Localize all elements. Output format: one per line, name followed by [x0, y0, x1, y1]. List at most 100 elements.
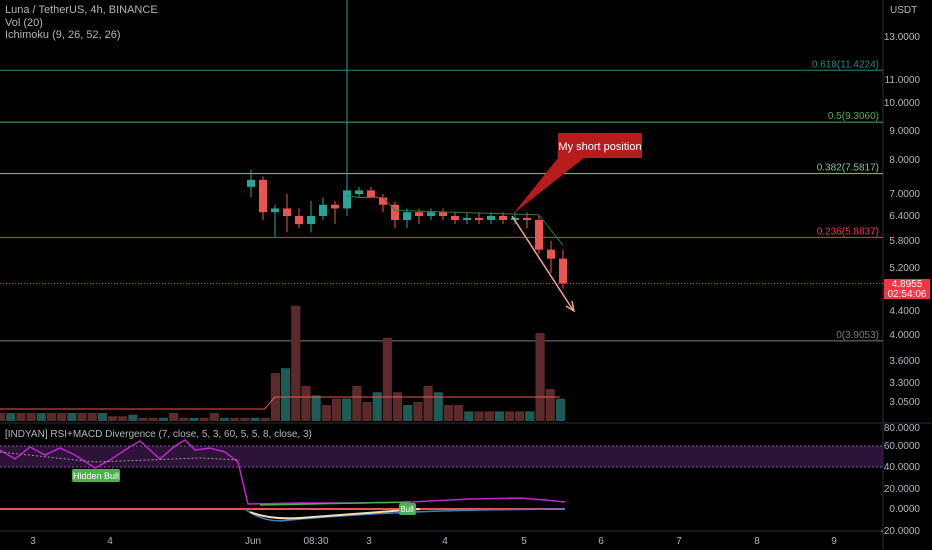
volume-bar — [464, 411, 474, 421]
volume-bar — [77, 413, 87, 421]
time-tick-label: 5 — [521, 536, 527, 547]
candle-body — [499, 216, 507, 220]
volume-bar — [158, 417, 169, 421]
candle-body — [487, 216, 495, 220]
volume-ma-line — [0, 396, 560, 410]
volume-bar — [403, 405, 413, 421]
volume-bar — [16, 413, 26, 421]
volume-bar — [67, 413, 77, 421]
ichimoku-indicator-label[interactable]: Ichimoku (9, 26, 52, 26) — [5, 29, 121, 41]
volume-bar — [36, 413, 46, 421]
volume-indicator-label[interactable]: Vol (20) — [5, 17, 43, 29]
price-tick-label: 13.0000 — [884, 32, 921, 43]
hidden-bull-label: Hidden Bull — [73, 471, 119, 481]
candle-body — [379, 197, 387, 205]
time-tick-label: 6 — [598, 536, 604, 547]
candle-body — [367, 190, 375, 198]
volume-bar — [281, 368, 291, 421]
volume-bar — [118, 416, 128, 421]
indicator-tick-label: 0.0000 — [889, 504, 920, 515]
volume-bar — [454, 405, 464, 421]
indicator-tick-label: 80.0000 — [884, 423, 921, 434]
time-tick-label: 9 — [831, 536, 837, 547]
candle-body — [475, 217, 483, 220]
volume-bar — [199, 417, 209, 421]
time-tick-label: Jun — [245, 536, 261, 547]
volume-bar — [352, 385, 362, 421]
indicator-tick-label: 60.0000 — [884, 441, 921, 452]
volume-bar — [128, 414, 138, 421]
volume-bar — [240, 417, 250, 421]
rsi-macd-indicator-title[interactable]: [INDYAN] RSI+MACD Divergence (7, close, … — [5, 429, 312, 440]
volume-bar — [250, 417, 260, 421]
volume-bar — [484, 411, 494, 421]
price-tick-label: 11.0000 — [885, 75, 921, 86]
volume-bar — [0, 413, 6, 421]
volume-bar — [219, 417, 230, 421]
fib-level-label: 0.618(11.4224) — [812, 59, 879, 70]
volume-bar — [331, 398, 342, 421]
bull-divergence-line — [259, 501, 411, 506]
volume-bar — [433, 392, 443, 421]
price-unit: USDT — [890, 5, 918, 16]
volume-bar — [342, 398, 352, 421]
volume-bar — [209, 413, 219, 421]
volume-bar — [321, 405, 331, 421]
volume-bar — [6, 413, 16, 421]
candle-body — [451, 216, 459, 220]
candle-body — [355, 190, 363, 194]
volume-bar — [515, 411, 525, 421]
price-tick-label: 5.8000 — [889, 236, 920, 247]
candle-body — [391, 204, 399, 220]
volume-bar — [413, 401, 423, 421]
candle-body — [559, 258, 567, 284]
volume-bar — [87, 413, 97, 421]
candle-body — [343, 190, 351, 209]
volume-bar — [494, 411, 504, 421]
price-tick-label: 10.0000 — [884, 98, 921, 109]
price-tick-label: 4.4000 — [889, 306, 920, 317]
hidden-bull-label-box — [72, 469, 120, 482]
candle-countdown: 02:54:06 — [887, 289, 927, 300]
trend-arrow-head — [565, 300, 576, 313]
candle-body — [307, 216, 315, 225]
volume-bar — [260, 417, 270, 421]
symbol-title[interactable]: Luna / TetherUS, 4h, BINANCE — [5, 4, 158, 16]
bull-label: Bull — [400, 505, 414, 514]
candle-body — [427, 212, 435, 216]
price-tick-label: 3.6000 — [889, 356, 920, 367]
candle-body — [403, 212, 411, 220]
volume-bar — [555, 398, 565, 421]
indicator-tick-label: 20.0000 — [884, 484, 921, 495]
fib-level-label: 0.382(7.5817) — [817, 163, 879, 174]
volume-bar — [169, 413, 179, 421]
volume-bar — [392, 392, 403, 421]
price-tick-label: 4.0000 — [889, 330, 920, 341]
fib-level-label: 0(3.9053) — [836, 330, 879, 341]
time-tick-label: 4 — [442, 536, 448, 547]
callout-box — [558, 133, 642, 158]
candle-body — [547, 249, 555, 259]
fib-level-label: 0.236(5.8837) — [817, 226, 879, 237]
price-tick-label: 3.0500 — [889, 397, 920, 408]
volume-bar — [545, 389, 555, 421]
volume-bar — [46, 413, 57, 421]
candle-body — [463, 217, 471, 220]
macd-line — [244, 508, 566, 522]
volume-bar — [291, 305, 301, 421]
volume-bar — [311, 395, 321, 421]
volume-bar — [525, 411, 535, 421]
candle-body — [259, 179, 267, 213]
candle-body — [511, 217, 519, 220]
time-tick-label: 4 — [107, 536, 113, 547]
candle-body — [415, 212, 423, 216]
time-tick-label: 08:30 — [303, 536, 328, 547]
price-tick-label: 6.4000 — [889, 211, 920, 222]
candle-body — [247, 179, 255, 187]
price-tick-label: 5.2000 — [889, 263, 920, 274]
volume-bar — [148, 417, 158, 421]
price-tick-label: 7.0000 — [889, 189, 920, 200]
ichimoku-line — [346, 195, 564, 246]
volume-bar — [138, 417, 148, 421]
